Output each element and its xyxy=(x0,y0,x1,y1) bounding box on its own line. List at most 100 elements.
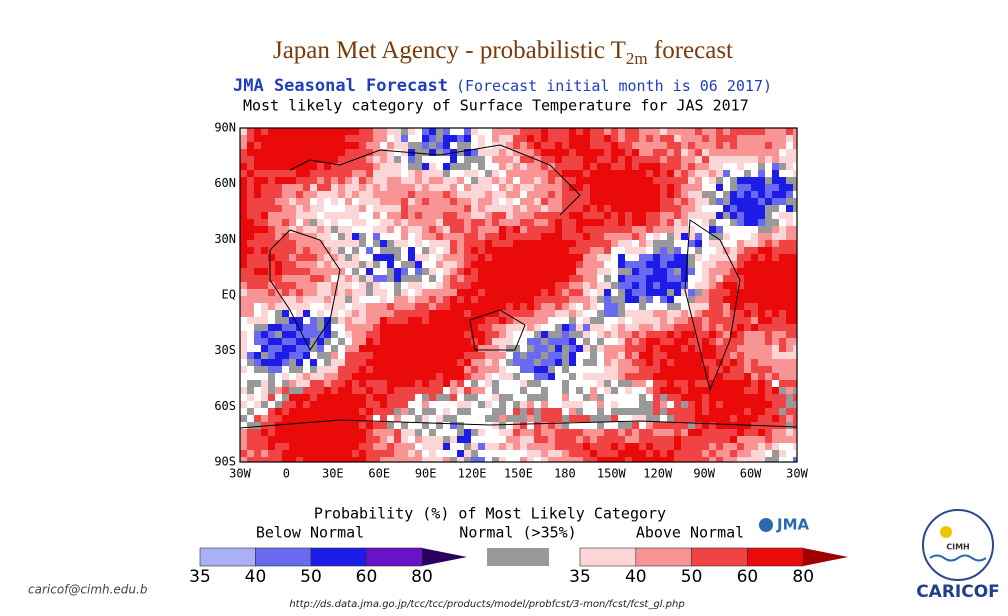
map-cell xyxy=(366,205,373,212)
map-cell xyxy=(681,422,688,429)
map-cell xyxy=(716,359,723,366)
map-cell xyxy=(681,219,688,226)
map-cell xyxy=(513,359,520,366)
map-cell xyxy=(303,366,310,373)
map-cell xyxy=(492,317,499,324)
map-cell xyxy=(296,240,303,247)
map-cell xyxy=(506,457,513,462)
map-cell xyxy=(464,233,471,240)
map-cell xyxy=(555,156,562,163)
map-cell xyxy=(520,219,527,226)
map-cell xyxy=(716,296,723,303)
map-cell xyxy=(576,387,583,394)
map-cell xyxy=(632,443,639,450)
map-cell xyxy=(303,352,310,359)
map-cell xyxy=(401,282,408,289)
map-cell xyxy=(289,233,296,240)
map-cell xyxy=(611,366,618,373)
map-cell xyxy=(247,366,254,373)
coastline xyxy=(684,219,741,392)
map-cell xyxy=(667,457,674,462)
map-cell xyxy=(709,387,716,394)
map-cell xyxy=(632,296,639,303)
map-cell xyxy=(422,254,429,261)
map-cell xyxy=(548,170,555,177)
map-cell xyxy=(415,373,422,380)
map-cell xyxy=(723,408,730,415)
map-cell xyxy=(779,240,786,247)
map-cell xyxy=(765,303,772,310)
map-cell xyxy=(688,289,695,296)
map-cell xyxy=(618,429,625,436)
map-cell xyxy=(261,317,268,324)
map-cell xyxy=(380,303,387,310)
map-cell xyxy=(310,443,317,450)
map-cell xyxy=(275,233,282,240)
map-cell xyxy=(408,212,415,219)
map-cell xyxy=(751,198,758,205)
map-cell xyxy=(625,450,632,457)
map-cell xyxy=(352,366,359,373)
map-cell xyxy=(779,457,786,462)
map-cell xyxy=(380,289,387,296)
map-cell xyxy=(667,296,674,303)
map-cell xyxy=(625,170,632,177)
map-cell xyxy=(261,366,268,373)
map-cell xyxy=(702,198,709,205)
map-cell xyxy=(499,373,506,380)
map-cell xyxy=(282,226,289,233)
map-cell xyxy=(303,380,310,387)
map-cell xyxy=(247,331,254,338)
map-cell xyxy=(660,191,667,198)
map-cell xyxy=(751,149,758,156)
map-cell xyxy=(429,352,436,359)
map-cell xyxy=(457,310,464,317)
map-cell xyxy=(611,457,618,462)
map-cell xyxy=(443,380,450,387)
map-cell xyxy=(758,261,765,268)
map-cell xyxy=(282,338,289,345)
map-cell xyxy=(415,296,422,303)
map-cell xyxy=(611,373,618,380)
map-cell xyxy=(338,289,345,296)
map-cell xyxy=(681,135,688,142)
map-cell xyxy=(331,380,338,387)
map-cell xyxy=(450,352,457,359)
map-cell xyxy=(744,247,751,254)
map-cell xyxy=(597,254,604,261)
map-cell xyxy=(744,352,751,359)
map-cell xyxy=(639,163,646,170)
map-cell xyxy=(534,219,541,226)
map-cell xyxy=(310,149,317,156)
map-cell xyxy=(611,310,618,317)
map-cell xyxy=(765,205,772,212)
map-cell xyxy=(625,359,632,366)
map-cell xyxy=(331,156,338,163)
map-cell xyxy=(695,240,702,247)
map-cell xyxy=(345,177,352,184)
map-cell xyxy=(457,359,464,366)
map-cell xyxy=(562,380,569,387)
map-cell xyxy=(625,275,632,282)
map-cell xyxy=(282,457,289,462)
map-cell xyxy=(310,289,317,296)
map-cell xyxy=(611,149,618,156)
map-cell xyxy=(513,429,520,436)
map-cell xyxy=(702,359,709,366)
map-cell xyxy=(457,254,464,261)
map-cell xyxy=(723,226,730,233)
map-cell xyxy=(443,135,450,142)
map-cell xyxy=(723,394,730,401)
map-cell xyxy=(275,394,282,401)
map-cell xyxy=(576,303,583,310)
map-cell xyxy=(464,345,471,352)
map-cell xyxy=(247,436,254,443)
map-cell xyxy=(520,443,527,450)
map-cell xyxy=(625,296,632,303)
map-cell xyxy=(443,177,450,184)
map-cell xyxy=(576,184,583,191)
map-cell xyxy=(541,443,548,450)
map-cell xyxy=(282,198,289,205)
map-cell xyxy=(541,282,548,289)
map-cell xyxy=(688,233,695,240)
